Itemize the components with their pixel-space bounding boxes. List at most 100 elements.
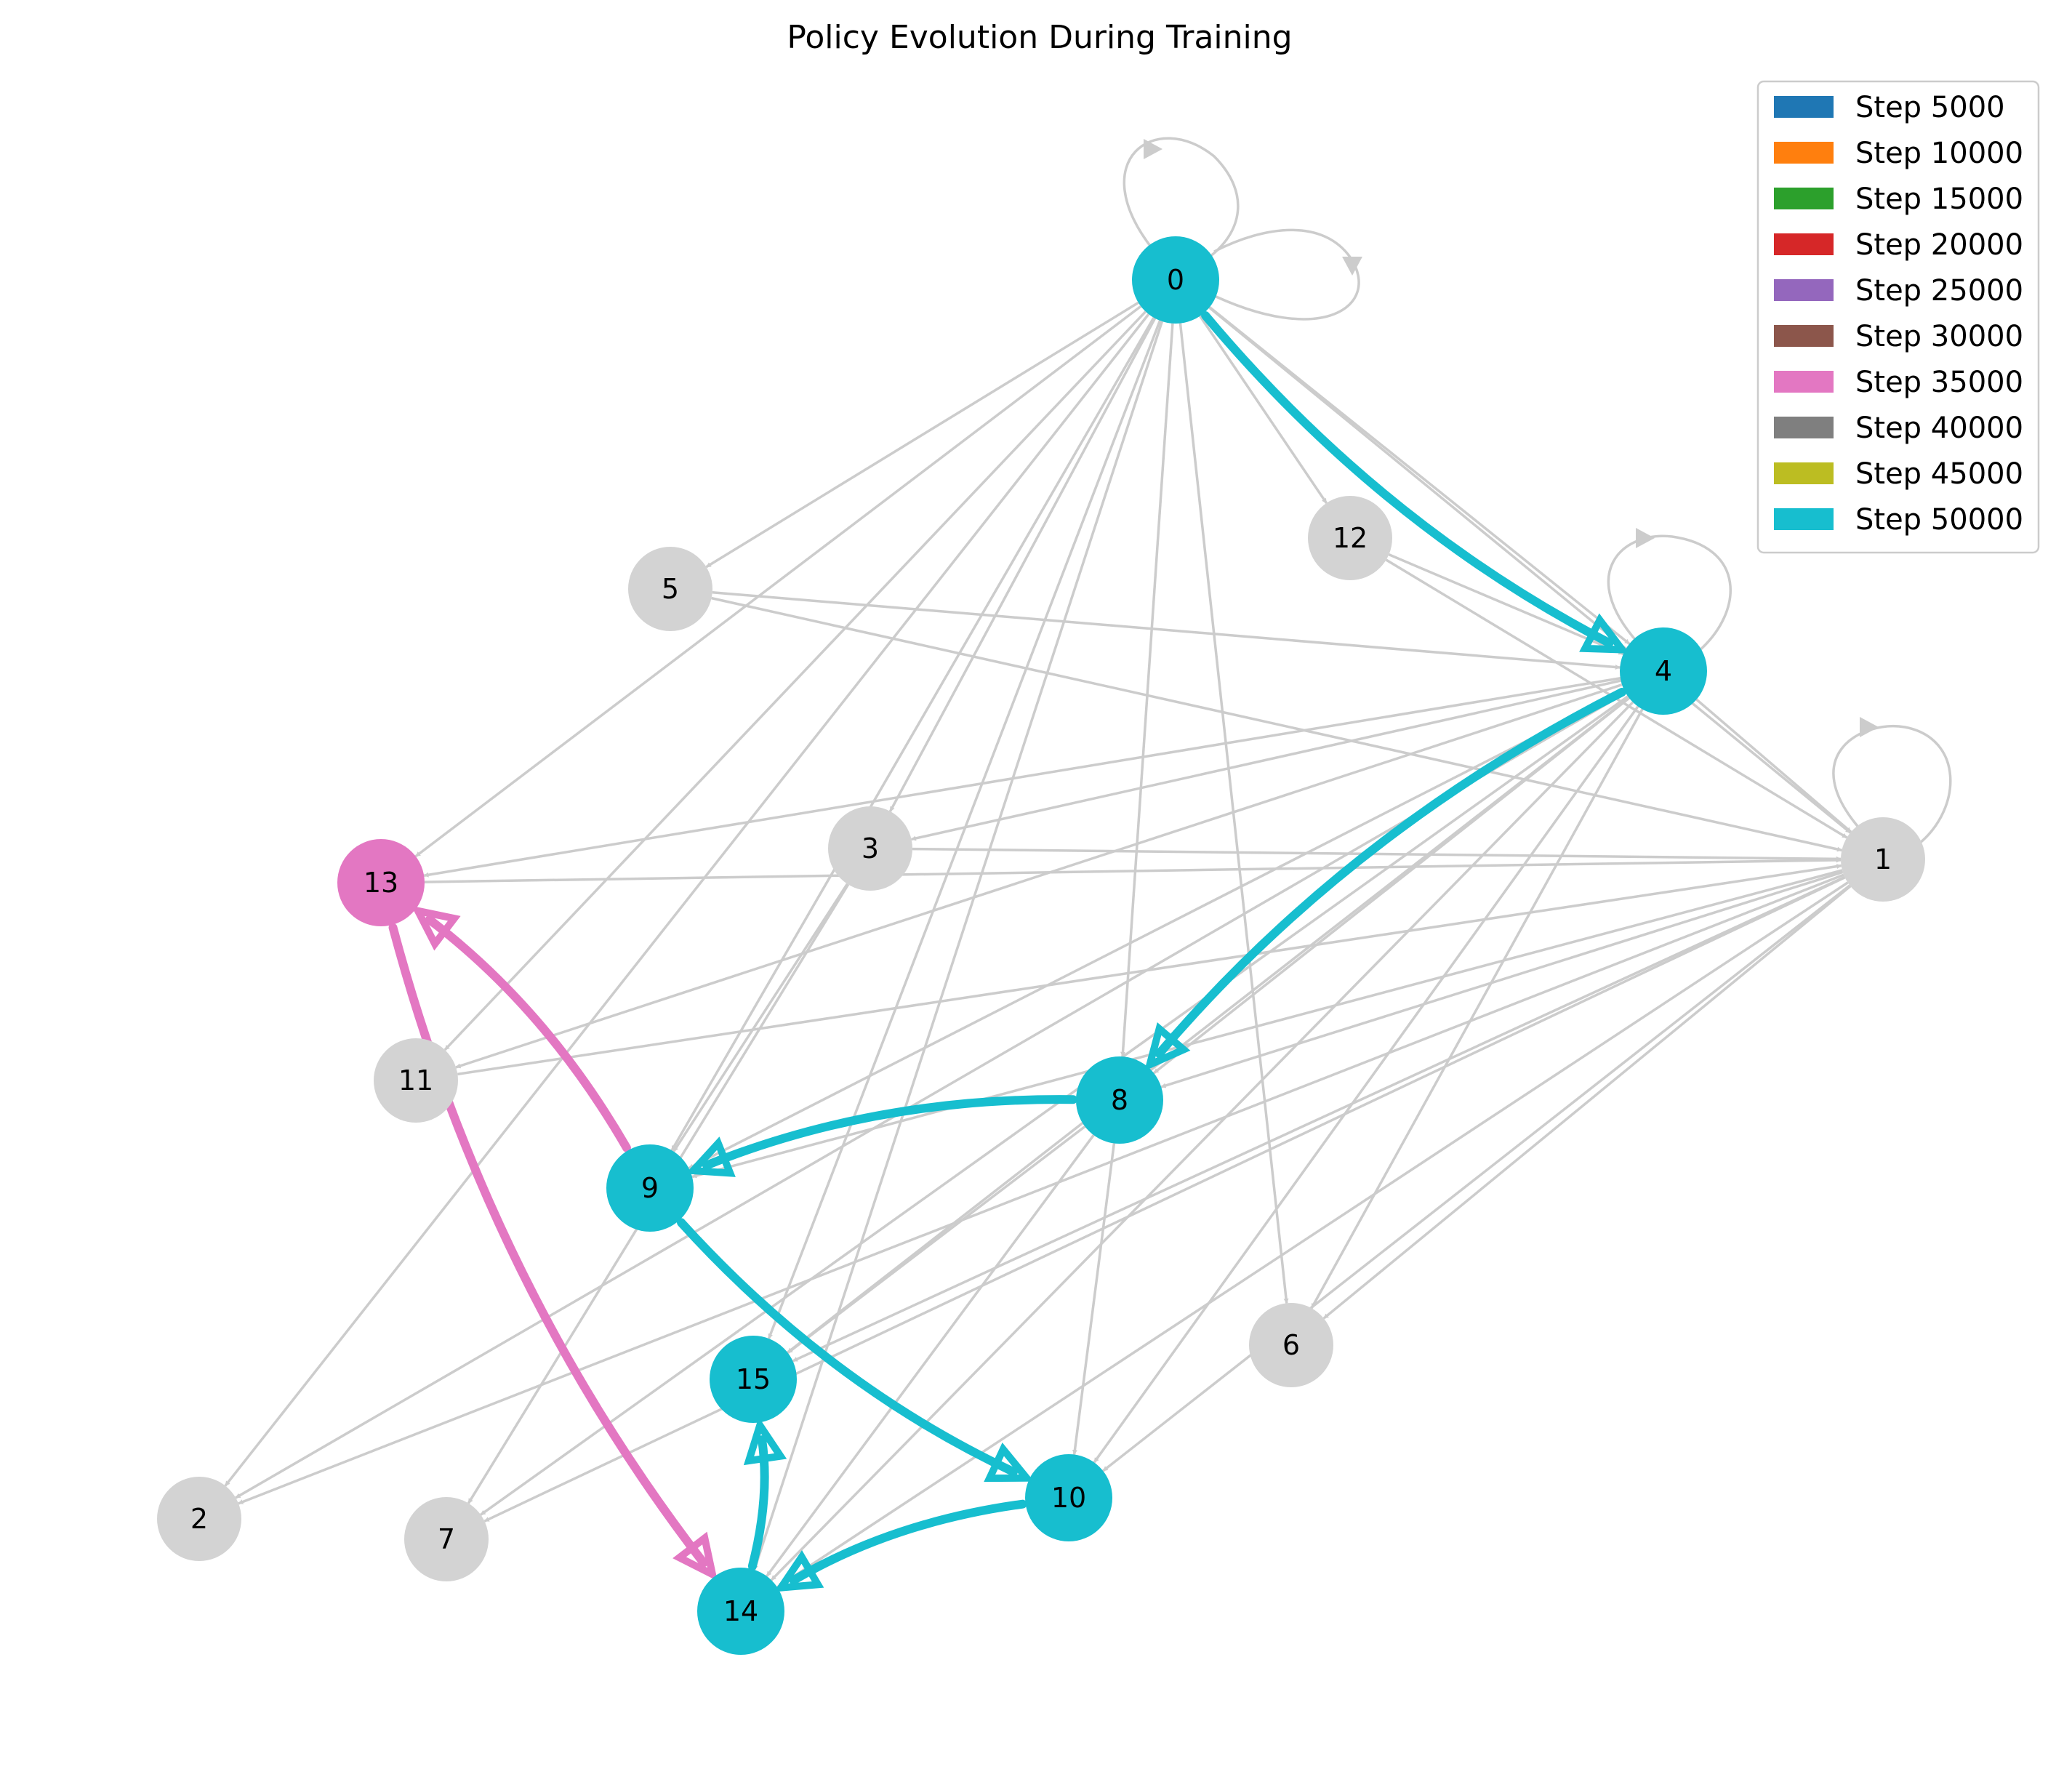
edge-5-1 (711, 596, 1843, 852)
node-label: 0 (1167, 264, 1184, 296)
legend-swatch (1774, 96, 1834, 118)
node-circle (828, 806, 912, 891)
legend-label: Step 20000 (1855, 228, 2023, 262)
node-circle (157, 1477, 241, 1561)
edge-0-1 (1208, 306, 1852, 834)
edge-4-6 (1310, 708, 1644, 1309)
legend-label: Step 5000 (1855, 91, 2005, 124)
edge-0-11 (443, 310, 1147, 1051)
node-circle (1841, 817, 1925, 902)
edge-1-7 (483, 876, 1846, 1523)
node-circle (1132, 236, 1219, 324)
edge-0-15 (767, 320, 1162, 1339)
edge-4-14 (770, 701, 1634, 1581)
edge-0-13 (414, 305, 1142, 858)
node-circle (1249, 1303, 1333, 1387)
self-loop-0-0 (1123, 137, 1240, 260)
edge-12-4 (1388, 553, 1624, 656)
legend-swatch (1774, 279, 1834, 301)
node-label: 5 (662, 573, 679, 605)
edge-3-9 (672, 883, 848, 1152)
node-label: 10 (1051, 1482, 1086, 1514)
edge-0-12 (1199, 315, 1328, 504)
node-3: 3 (828, 806, 912, 891)
node-circle (374, 1038, 458, 1123)
edge-0-2 (224, 313, 1150, 1487)
node-label: 3 (862, 833, 879, 865)
node-label: 8 (1111, 1084, 1128, 1116)
legend-swatch (1774, 142, 1834, 164)
edge-4-11 (455, 683, 1623, 1069)
policy-edges (388, 311, 1630, 1592)
policy-arrowhead-0-4 (1579, 613, 1630, 654)
self-loop-arrowhead-1-0 (1860, 717, 1879, 737)
legend-swatch (1774, 188, 1834, 209)
node-0: 0 (1132, 236, 1219, 324)
legend-swatch (1774, 325, 1834, 347)
legend-swatch (1774, 417, 1834, 438)
legend-swatch (1774, 371, 1834, 393)
policy-arrowhead-13-14 (672, 1531, 718, 1581)
self-loop-1-0 (1832, 725, 1952, 845)
edge-5-4 (712, 591, 1621, 670)
node-8: 8 (1076, 1056, 1163, 1144)
edge-0-5 (705, 301, 1139, 569)
node-circle (1308, 496, 1392, 580)
legend-label: Step 10000 (1855, 137, 2023, 170)
node-12: 12 (1308, 496, 1392, 580)
node-circle (628, 547, 712, 631)
policy-arrowhead-14-15 (743, 1416, 787, 1466)
legend-label: Step 50000 (1855, 503, 2023, 537)
node-2: 2 (157, 1477, 241, 1561)
policy-edge-14-15 (747, 1435, 769, 1571)
policy-arrowhead-4-8 (1144, 1022, 1191, 1072)
node-15: 15 (710, 1336, 797, 1423)
node-circle (697, 1568, 784, 1655)
policy-arrowhead-8-9 (685, 1136, 736, 1177)
edge-4-7 (480, 695, 1629, 1516)
node-6: 6 (1249, 1303, 1333, 1387)
legend-label: Step 25000 (1855, 274, 2023, 308)
node-circle (606, 1144, 694, 1232)
legend-label: Step 35000 (1855, 366, 2023, 399)
node-label: 2 (190, 1503, 208, 1535)
legend-swatch (1774, 462, 1834, 484)
node-circle (710, 1336, 797, 1423)
edge-4-1 (1695, 698, 1852, 833)
policy-edge-8-9 (702, 1095, 1077, 1170)
policy-edge-9-13 (425, 915, 631, 1152)
edge-4-8 (1153, 697, 1630, 1075)
edge-1-8 (1160, 870, 1844, 1088)
node-10: 10 (1025, 1454, 1112, 1541)
policy-edge-0-4 (1201, 311, 1614, 648)
node-label: 12 (1333, 522, 1368, 554)
edge-1-10 (1102, 884, 1851, 1472)
legend-label: Step 40000 (1855, 412, 2023, 445)
node-circle (404, 1497, 489, 1581)
legend: Step 5000 Step 10000 Step 15000 Step 20000 S… (1756, 80, 2040, 554)
node-label: 7 (438, 1523, 455, 1555)
edge-1-15 (792, 875, 1846, 1363)
edge-13-1 (424, 857, 1842, 883)
node-5: 5 (628, 547, 712, 631)
edge-1-9 (691, 869, 1843, 1179)
node-circle (1076, 1056, 1163, 1144)
edge-8-15 (787, 1125, 1086, 1355)
edge-1-6 (1322, 885, 1852, 1320)
node-1: 1 (1841, 817, 1925, 902)
node-label: 14 (723, 1595, 758, 1627)
node-label: 15 (736, 1363, 771, 1395)
edge-0-9 (670, 317, 1155, 1151)
edge-4-2 (235, 691, 1626, 1499)
edge-1-2 (238, 873, 1844, 1505)
node-label: 13 (364, 867, 398, 899)
legend-label: Step 30000 (1855, 320, 2023, 353)
edge-4-3 (910, 679, 1621, 841)
edge-0-8 (1120, 323, 1174, 1057)
inactive-edges (224, 301, 1852, 1589)
edge-1-14 (776, 881, 1849, 1589)
edge-8-10 (1072, 1143, 1116, 1456)
policy-arrowhead-9-10 (984, 1442, 1035, 1483)
node-4: 4 (1620, 627, 1707, 715)
edge-4-9 (688, 689, 1626, 1170)
